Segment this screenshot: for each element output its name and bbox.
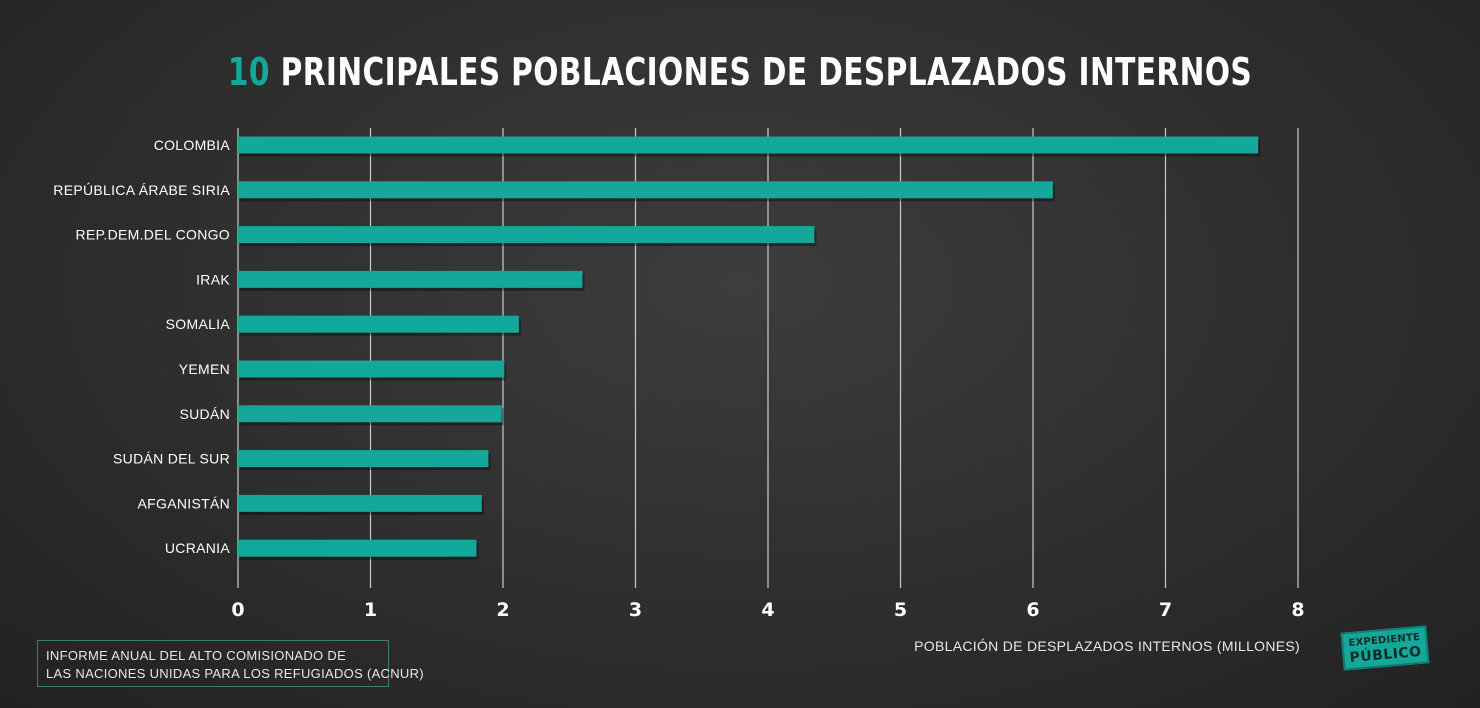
x-tick-label-3: 3 <box>629 599 642 621</box>
x-tick-label-4: 4 <box>761 599 774 621</box>
category-label: REP.DEM.DEL CONGO <box>76 227 230 243</box>
bar-rep-dem-del-congo <box>238 226 815 244</box>
x-axis-label: POBLACIÓN DE DESPLAZADOS INTERNOS (MILLO… <box>914 638 1300 654</box>
bar-somalia <box>238 315 519 333</box>
x-tick-label-1: 1 <box>364 599 377 621</box>
category-label: SOMALIA <box>166 316 231 332</box>
chart-title: 10 PRINCIPALES POBLACIONES DE DESPLAZADO… <box>163 50 1317 94</box>
category-label: AFGANISTÁN <box>138 495 230 511</box>
x-tick-label-8: 8 <box>1291 599 1304 621</box>
category-label: SUDÁN <box>179 406 230 422</box>
category-label: SUDÁN DEL SUR <box>113 451 230 467</box>
category-label: COLOMBIA <box>154 137 231 153</box>
title-text: PRINCIPALES POBLACIONES DE DESPLAZADOS I… <box>280 50 1253 94</box>
expediente-publico-logo: EXPEDIENTE PÚBLICO <box>1340 625 1430 671</box>
bar-colombia <box>238 136 1259 154</box>
bar-irak <box>238 270 583 288</box>
source-line-1: INFORME ANUAL DEL ALTO COMISIONADO DE <box>46 648 347 663</box>
x-tick-label-5: 5 <box>894 599 907 621</box>
source-line-2: LAS NACIONES UNIDAS PARA LOS REFUGIADOS … <box>46 666 424 681</box>
category-label: REPÚBLICA ÁRABE SIRIA <box>53 182 230 198</box>
category-label: IRAK <box>196 271 230 287</box>
bar-ucrania <box>238 539 477 557</box>
bar-república-árabe-siria <box>238 181 1053 199</box>
x-tick-label-6: 6 <box>1026 599 1039 621</box>
bar-sudán <box>238 405 502 423</box>
category-label: UCRANIA <box>165 540 230 556</box>
x-tick-label-7: 7 <box>1159 599 1172 621</box>
x-tick-label-2: 2 <box>496 599 509 621</box>
title-number: 10 <box>227 50 270 94</box>
bar-yemen <box>238 360 505 378</box>
category-label: YEMEN <box>179 361 230 377</box>
x-tick-label-0: 0 <box>231 599 244 621</box>
source-note: INFORME ANUAL DEL ALTO COMISIONADO DE LA… <box>37 640 424 687</box>
bar-afganistán <box>238 494 482 512</box>
bar-sudán-del-sur <box>238 450 489 468</box>
